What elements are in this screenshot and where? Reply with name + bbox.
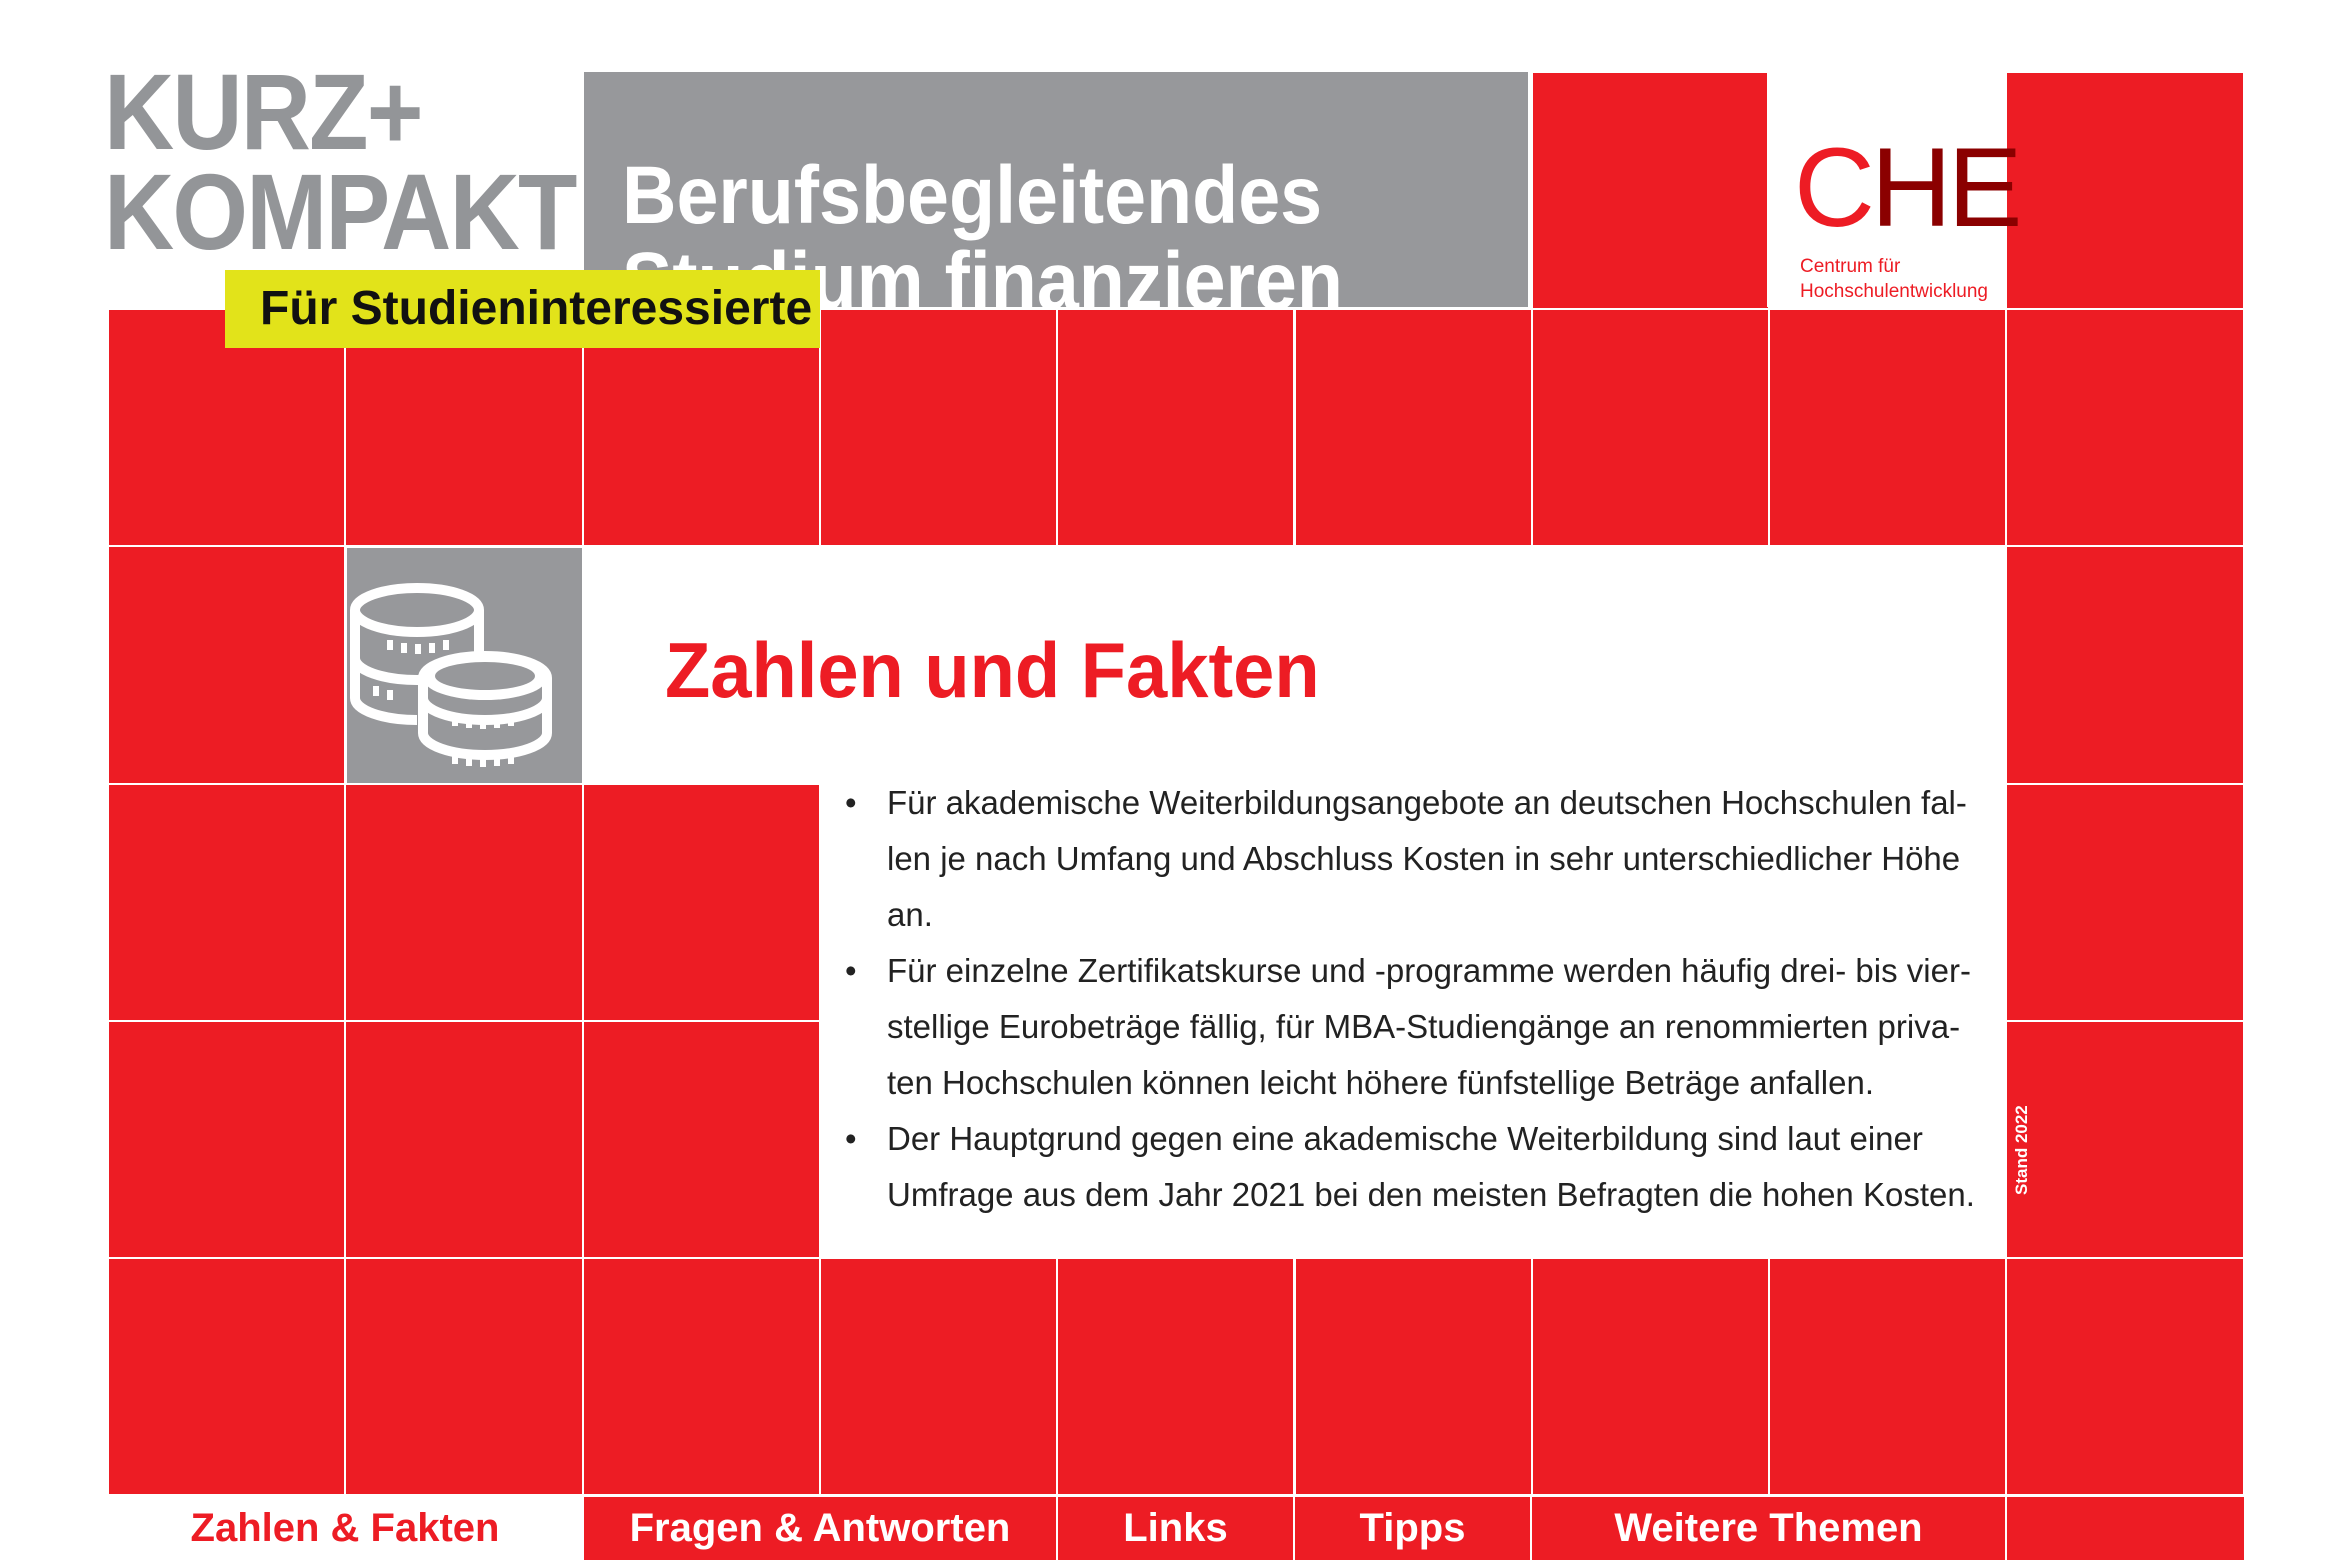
nav-tab-weitere-themen[interactable]: Weitere Themen xyxy=(1532,1497,2005,1560)
grid-tile xyxy=(1295,1259,1531,1495)
grid-tile xyxy=(1058,310,1294,546)
logo-c: C xyxy=(1794,125,1875,250)
facts-list: Für akademische Weiterbildungsangebote a… xyxy=(845,775,1975,1223)
grid-tile xyxy=(1770,1259,2006,1495)
grid-tile xyxy=(1532,1259,1769,1495)
grid-tile xyxy=(583,310,819,546)
brand-line-2: KOMPAKT xyxy=(104,151,577,272)
grid-tile xyxy=(1295,310,1531,546)
grid-tile xyxy=(1532,73,1769,309)
grid-tile xyxy=(346,784,582,1020)
fact-item: Für akademische Weiterbildungsangebote a… xyxy=(845,775,1975,943)
fact-item: Der Hauptgrund gegen eine akademische We… xyxy=(845,1111,1975,1223)
grid-tile xyxy=(1532,310,1769,546)
section-heading: Zahlen und Fakten xyxy=(665,626,1320,714)
audience-label: Für Studieninteressierte xyxy=(225,270,820,348)
nav-tab-zahlen-fakten[interactable]: Zahlen & Fakten xyxy=(108,1497,582,1560)
logo-subtitle-1: Centrum für xyxy=(1800,256,1901,277)
grid-tile xyxy=(109,547,345,783)
grid-tile xyxy=(346,1259,582,1495)
grid-tile xyxy=(109,784,345,1020)
coins-icon xyxy=(347,548,582,783)
grid-tile xyxy=(109,1021,345,1257)
grid-tile xyxy=(2007,1259,2243,1495)
title-box: Berufsbegleitendes Studium finanzieren xyxy=(584,72,1528,326)
grid-tile xyxy=(346,310,582,546)
grid-tile xyxy=(2007,310,2243,546)
grid-tile xyxy=(583,784,819,1020)
grid-tile xyxy=(2007,1021,2243,1257)
nav-tab-blank xyxy=(2007,1497,2244,1560)
nav-tab-links[interactable]: Links xyxy=(1058,1497,1293,1560)
brand-line-1: KURZ+ xyxy=(104,51,424,172)
grid-tile xyxy=(583,1259,819,1495)
grid-tile xyxy=(109,1259,345,1495)
logo-he: HE xyxy=(1870,125,2023,250)
grid-tile xyxy=(2007,547,2243,783)
grid-tile xyxy=(2007,73,2243,309)
grid-tile xyxy=(2007,784,2243,1020)
logo-subtitle-2: Hochschulentwicklung xyxy=(1800,281,1988,302)
fact-item: Für einzelne Zertifikatskurse und -progr… xyxy=(845,943,1975,1111)
nav-tab-tipps[interactable]: Tipps xyxy=(1295,1497,1530,1560)
grid-tile xyxy=(109,310,345,546)
nav-tab-fragen-antworten[interactable]: Fragen & Antworten xyxy=(584,1497,1056,1560)
grid-tile xyxy=(820,1259,1057,1495)
grid-tile xyxy=(820,310,1057,546)
grid-tile xyxy=(1058,1259,1294,1495)
title-line-1: Berufsbegleitendes xyxy=(622,150,1323,241)
stand-label: Stand 2022 xyxy=(2012,1105,2031,1195)
grid-tile xyxy=(346,1021,582,1257)
grid-tile xyxy=(1770,310,2006,546)
che-logo: CHE Centrum für Hochschulentwicklung xyxy=(1767,72,2022,307)
grid-tile xyxy=(583,1021,819,1257)
